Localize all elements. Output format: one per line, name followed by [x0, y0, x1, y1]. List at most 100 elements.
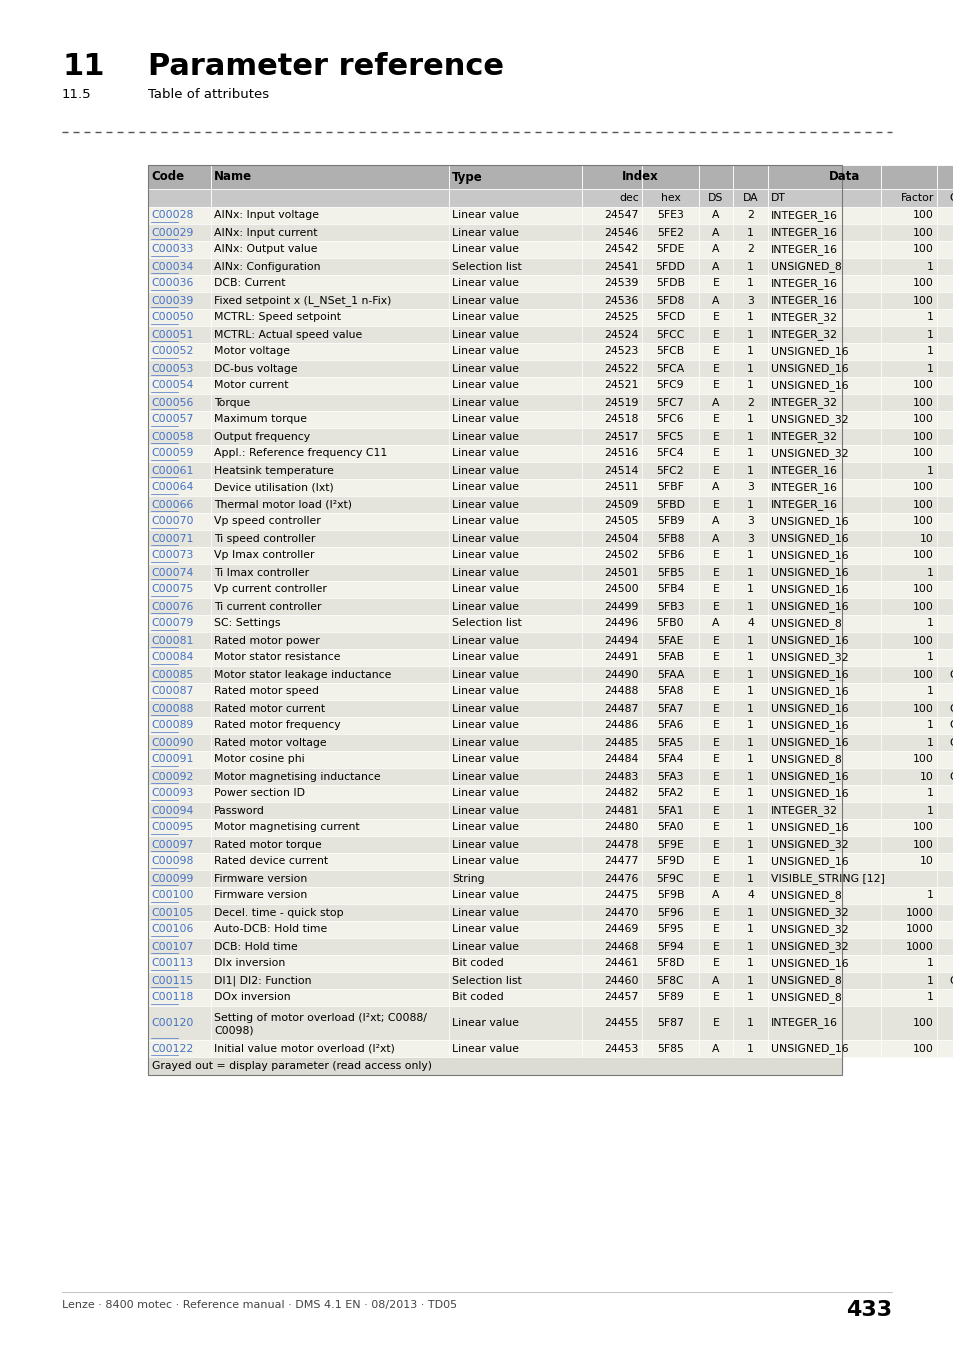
Text: UNSIGNED_16: UNSIGNED_16: [770, 585, 848, 595]
Text: 1: 1: [746, 958, 753, 968]
Text: C00054: C00054: [151, 381, 193, 390]
Bar: [211, 343, 449, 360]
Bar: [767, 531, 880, 547]
Text: 24476: 24476: [604, 873, 639, 883]
Bar: [936, 632, 953, 649]
Bar: [732, 632, 767, 649]
Bar: [767, 802, 880, 819]
Text: UNSIGNED_16: UNSIGNED_16: [770, 686, 848, 697]
Bar: [699, 309, 732, 325]
Bar: [732, 990, 767, 1006]
Bar: [699, 751, 732, 768]
Text: E: E: [712, 755, 719, 764]
Text: 1: 1: [926, 466, 933, 475]
Bar: [641, 479, 699, 495]
Text: Code: Code: [151, 170, 184, 184]
Bar: [699, 224, 732, 242]
Bar: [767, 938, 880, 954]
Text: C00100: C00100: [151, 891, 193, 900]
Text: 5FA3: 5FA3: [657, 771, 683, 782]
Text: 24482: 24482: [604, 788, 639, 798]
Bar: [449, 802, 581, 819]
Text: UNSIGNED_16: UNSIGNED_16: [770, 601, 848, 612]
Bar: [641, 513, 699, 531]
Bar: [148, 275, 211, 292]
Text: 1: 1: [746, 840, 753, 849]
Text: 5F9E: 5F9E: [657, 840, 683, 849]
Bar: [581, 598, 641, 616]
Bar: [449, 309, 581, 325]
Bar: [732, 207, 767, 224]
Bar: [641, 972, 699, 990]
Text: 100: 100: [912, 585, 933, 594]
Text: 5FCB: 5FCB: [656, 347, 684, 356]
Bar: [211, 683, 449, 701]
Bar: [767, 887, 880, 905]
Bar: [880, 598, 936, 616]
Text: 1: 1: [926, 788, 933, 798]
Bar: [211, 377, 449, 394]
Text: 10: 10: [919, 856, 933, 867]
Text: 5FA0: 5FA0: [657, 822, 683, 833]
Bar: [732, 784, 767, 802]
Bar: [767, 309, 880, 325]
Bar: [581, 258, 641, 275]
Text: Motor magnetising inductance: Motor magnetising inductance: [213, 771, 380, 782]
Bar: [699, 531, 732, 547]
Text: Grayed out = display parameter (read access only): Grayed out = display parameter (read acc…: [152, 1061, 432, 1071]
Bar: [449, 869, 581, 887]
Text: 100: 100: [912, 840, 933, 849]
Text: 1: 1: [926, 976, 933, 986]
Bar: [732, 954, 767, 972]
Text: 1: 1: [746, 788, 753, 798]
Text: UNSIGNED_8: UNSIGNED_8: [770, 992, 841, 1003]
Bar: [581, 580, 641, 598]
Text: UNSIGNED_16: UNSIGNED_16: [770, 720, 848, 730]
Text: UNSIGNED_32: UNSIGNED_32: [770, 448, 848, 459]
Text: UNSIGNED_8: UNSIGNED_8: [770, 618, 841, 629]
Text: 5F9C: 5F9C: [656, 873, 683, 883]
Text: 1000: 1000: [905, 907, 933, 918]
Text: Linear value: Linear value: [452, 211, 518, 220]
Bar: [148, 360, 211, 377]
Bar: [880, 377, 936, 394]
Bar: [211, 751, 449, 768]
Text: E: E: [712, 958, 719, 968]
Text: Linear value: Linear value: [452, 755, 518, 764]
Bar: [732, 717, 767, 734]
Text: 24524: 24524: [604, 329, 639, 339]
Text: 5FD8: 5FD8: [656, 296, 684, 305]
Bar: [936, 165, 953, 189]
Bar: [148, 513, 211, 531]
Text: 1: 1: [746, 873, 753, 883]
Bar: [880, 343, 936, 360]
Text: 24487: 24487: [604, 703, 639, 714]
Text: Linear value: Linear value: [452, 822, 518, 833]
Bar: [936, 495, 953, 513]
Text: C00074: C00074: [151, 567, 193, 578]
Bar: [699, 887, 732, 905]
Bar: [449, 616, 581, 632]
Text: E: E: [712, 347, 719, 356]
Text: 24518: 24518: [604, 414, 639, 424]
Bar: [699, 462, 732, 479]
Bar: [699, 360, 732, 377]
Bar: [581, 904, 641, 921]
Bar: [732, 819, 767, 836]
Text: 1: 1: [746, 822, 753, 833]
Bar: [641, 564, 699, 580]
Text: E: E: [712, 992, 719, 1003]
Bar: [641, 410, 699, 428]
Bar: [880, 325, 936, 343]
Text: Linear value: Linear value: [452, 737, 518, 748]
Bar: [148, 683, 211, 701]
Text: AINx: Input current: AINx: Input current: [213, 228, 317, 238]
Text: Linear value: Linear value: [452, 788, 518, 798]
Text: Rated device current: Rated device current: [213, 856, 328, 867]
Text: INTEGER_16: INTEGER_16: [770, 244, 837, 255]
Bar: [732, 598, 767, 616]
Bar: [148, 547, 211, 564]
Bar: [767, 990, 880, 1006]
Bar: [936, 887, 953, 905]
Bar: [699, 616, 732, 632]
